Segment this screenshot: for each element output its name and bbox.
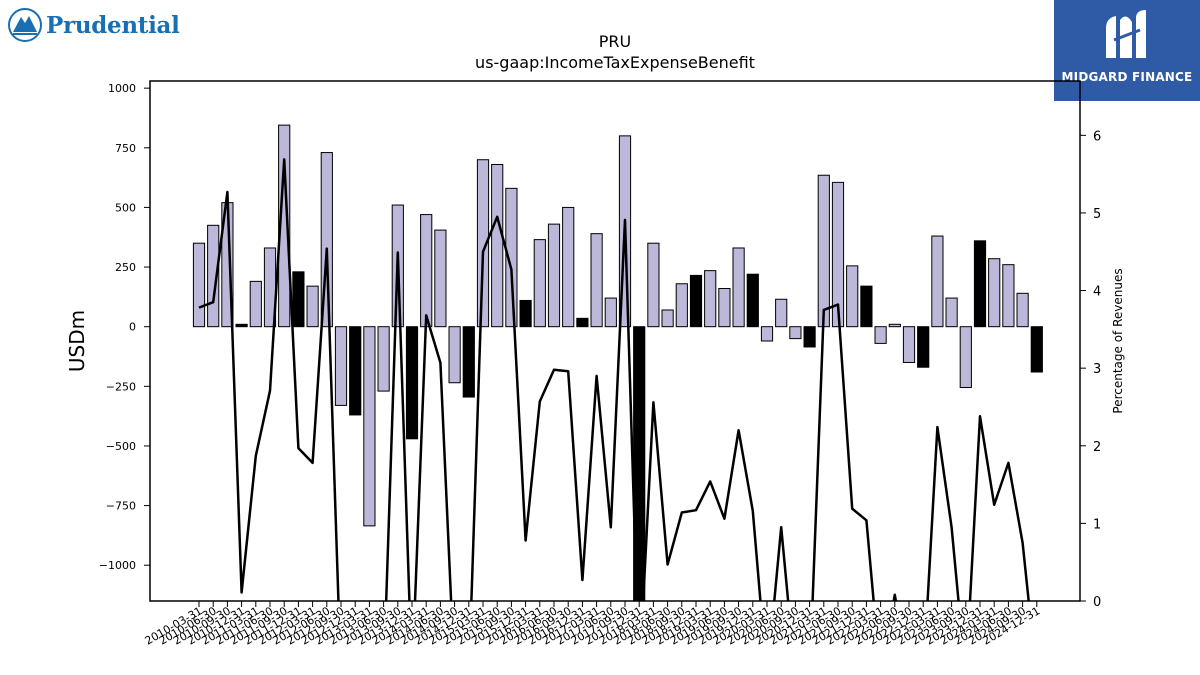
bar: [604, 297, 617, 328]
bar: [334, 326, 348, 406]
bar: [562, 206, 575, 328]
bar: [192, 242, 206, 328]
line-layer: [198, 158, 1030, 601]
bar: [448, 326, 461, 384]
bar: [306, 285, 319, 328]
bar: [519, 299, 532, 328]
bar: [235, 323, 248, 328]
bar: [945, 297, 958, 328]
y-tick-label: −750: [106, 500, 136, 513]
midgard-finance-logo: MIDGARD FINANCE: [1054, 0, 1200, 101]
bar: [420, 214, 433, 328]
bar: [718, 288, 731, 328]
bar: [860, 285, 873, 328]
bar: [647, 242, 660, 328]
bar: [207, 224, 220, 328]
bar: [505, 187, 518, 328]
prudential-logo: Prudential: [8, 8, 180, 42]
y-tick-label: −1000: [99, 559, 136, 572]
bar: [363, 326, 376, 527]
bar: [803, 326, 816, 348]
y2-tick-label: 3: [1093, 362, 1101, 377]
bar: [405, 326, 419, 440]
bar: [775, 298, 788, 328]
bar: [377, 326, 390, 392]
y-tick-label: −250: [106, 380, 136, 393]
y-tick-label: 1000: [108, 82, 136, 95]
series-line: [198, 158, 1030, 601]
bar: [704, 270, 717, 328]
bar: [831, 181, 845, 328]
bar: [576, 317, 589, 328]
bar: [1030, 326, 1043, 373]
bar: [917, 326, 930, 368]
chart-subtitle: us-gaap:IncomeTaxExpenseBenefit: [475, 53, 755, 72]
midgard-logo-text: MIDGARD FINANCE: [1061, 70, 1193, 84]
chart-title: PRU: [598, 32, 632, 51]
y-tick-label: 500: [115, 201, 136, 214]
bar: [746, 273, 759, 328]
bar: [675, 283, 688, 328]
bar: [973, 240, 987, 328]
y2-tick-label: 4: [1093, 285, 1101, 300]
y2-tick-label: 2: [1093, 440, 1101, 455]
bar: [434, 229, 447, 328]
y2-tick-label: 1: [1093, 517, 1101, 532]
bar: [590, 233, 603, 328]
bar: [732, 247, 745, 328]
bar: [278, 124, 291, 328]
bar: [476, 159, 490, 328]
bar: [902, 326, 916, 363]
bar: [760, 326, 774, 342]
bar: [689, 274, 703, 328]
x-axis: 2010-03-312010-06-302010-09-302010-12-31…: [143, 601, 1042, 648]
y2-axis-label: Percentage of Revenues: [1111, 268, 1125, 413]
bar: [547, 223, 561, 328]
bar: [817, 174, 830, 328]
bar: [888, 323, 901, 328]
rock-icon: [8, 8, 42, 42]
y-tick-label: 250: [115, 261, 136, 274]
y2-tick-label: 0: [1093, 595, 1101, 610]
bar: [874, 326, 887, 344]
bar: [931, 235, 944, 328]
bar: [249, 280, 262, 328]
bar: [789, 326, 802, 340]
plot-frame: [149, 80, 1081, 602]
y-axis-label: USDm: [65, 310, 89, 372]
y2-tick-label: 5: [1093, 207, 1101, 222]
y-tick-label: −500: [106, 440, 136, 453]
bar: [959, 326, 972, 389]
y-tick-label: 750: [115, 142, 136, 155]
bar: [661, 309, 674, 328]
y2-tick-label: 6: [1093, 129, 1101, 144]
bar: [533, 239, 546, 328]
bar: [320, 152, 333, 328]
bar: [846, 265, 859, 328]
y-tick-label: 0: [129, 321, 136, 334]
right-axis: 0 1 2 3 4 5 6: [1080, 129, 1101, 610]
bar: [292, 271, 305, 328]
left-axis: 1000 750 500 250 0 −250 −500 −750 −1000: [99, 82, 150, 572]
bar: [491, 163, 504, 328]
midgard-emblem-icon: [1106, 10, 1146, 59]
prudential-logo-text: Prudential: [46, 11, 180, 39]
bar: [349, 326, 362, 416]
bar: [988, 258, 1001, 328]
bar: [1016, 292, 1029, 328]
bar: [462, 326, 475, 398]
bar: [1002, 264, 1015, 328]
